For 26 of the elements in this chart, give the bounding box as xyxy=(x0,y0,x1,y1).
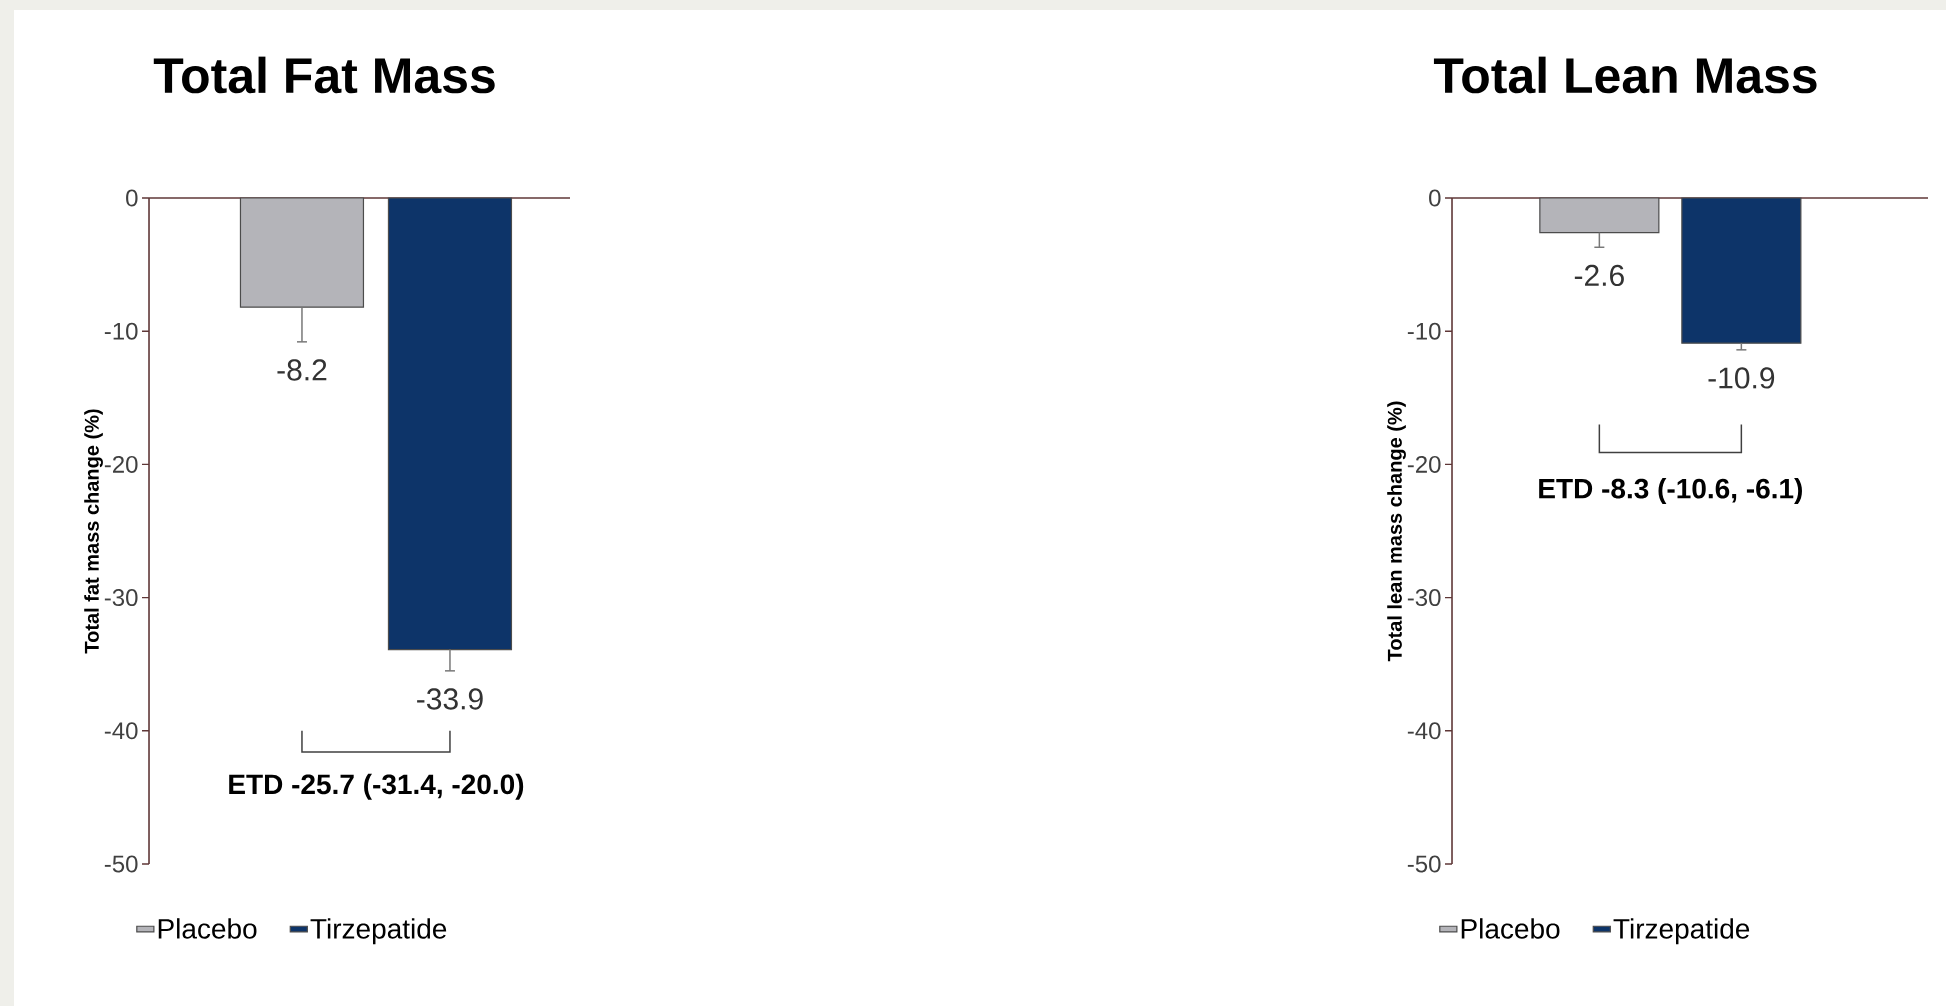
y-tick-label: -40 xyxy=(104,722,138,740)
legend-label: Tirzepatide xyxy=(310,918,447,945)
data-label: -8.2 xyxy=(277,359,327,381)
annotation: ETD -25.7 (-31.4, -20.0) xyxy=(229,773,524,800)
y-tick-label: 0 xyxy=(126,189,138,207)
data-label: -2.6 xyxy=(1574,264,1624,287)
y-axis-title: Total fat mass change (%) xyxy=(84,409,103,654)
y-tick-label: -30 xyxy=(1407,589,1441,607)
y-tick-label: -30 xyxy=(104,589,138,607)
y-tick-label: -10 xyxy=(1407,322,1441,340)
y-tick-label: -50 xyxy=(104,855,138,873)
legend-label: Tirzepatide xyxy=(1613,918,1750,945)
y-tick-label: -50 xyxy=(1407,855,1441,873)
data-label: -10.9 xyxy=(1708,367,1775,389)
legend-label: Placebo xyxy=(158,918,257,939)
y-tick-label: -20 xyxy=(1407,455,1441,473)
annotation: ETD -8.3 (-10.6, -6.1) xyxy=(1539,477,1802,505)
y-tick-label: -10 xyxy=(104,322,138,340)
chart-title: Total Lean Mass xyxy=(1433,56,1817,94)
y-tick-label: 0 xyxy=(1429,189,1441,207)
y-tick-label: -40 xyxy=(1407,722,1441,740)
y-tick-label: -20 xyxy=(104,455,138,473)
y-axis-title: Total lean mass change (%) xyxy=(1387,401,1406,662)
data-label: -33.9 xyxy=(417,688,483,710)
legend-label: Placebo xyxy=(1461,918,1560,939)
chart-title: Total Fat Mass xyxy=(153,56,495,94)
